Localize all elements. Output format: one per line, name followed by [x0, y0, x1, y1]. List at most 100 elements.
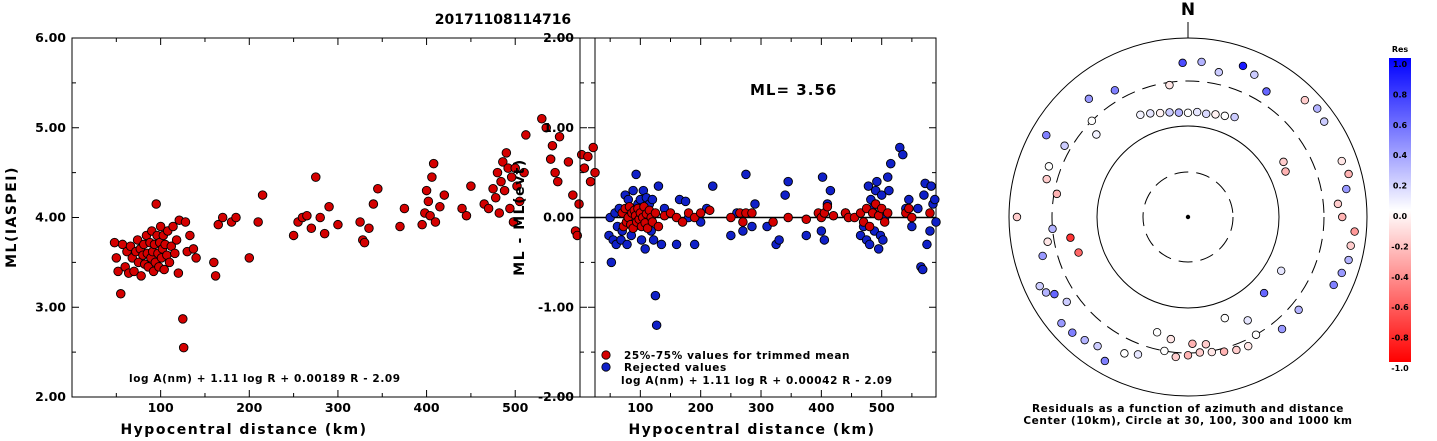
data-point	[873, 244, 884, 254]
data-point	[653, 181, 664, 191]
x-axis-ticks: 100 200 300 400 500	[609, 38, 913, 415]
data-point	[457, 203, 467, 214]
data-point	[816, 226, 827, 236]
data-point	[399, 203, 410, 214]
station-point	[1171, 352, 1180, 362]
station-point	[1337, 156, 1346, 166]
data-point	[585, 176, 596, 187]
data-point	[631, 169, 641, 180]
y-tick-label: 2.00	[35, 389, 66, 404]
data-point	[579, 163, 590, 173]
station-point	[1136, 110, 1145, 120]
x-axis-label: Hypocentral distance (km)	[120, 422, 367, 438]
station-point	[1344, 255, 1353, 265]
data-point	[178, 314, 188, 324]
data-point	[550, 167, 560, 178]
x-tick-label: 100	[148, 400, 174, 415]
colorbar-tick-label: -0.8	[1391, 334, 1409, 343]
data-point	[168, 221, 178, 232]
data-point	[302, 210, 312, 221]
station-point	[1350, 227, 1359, 236]
data-point	[545, 154, 556, 164]
data-point	[898, 149, 908, 160]
data-point	[129, 266, 139, 277]
legend-marker-trimmed	[601, 350, 611, 360]
station-point	[1281, 167, 1290, 176]
y-tick-label: 2.00	[543, 30, 574, 45]
station-point	[1333, 199, 1343, 209]
x-tick-label: 400	[414, 400, 440, 415]
data-point	[738, 226, 748, 236]
data-point	[650, 208, 661, 218]
data-point	[822, 201, 833, 212]
center-dot	[1185, 214, 1191, 220]
y-axis-label: ML(IASPEI)	[4, 166, 20, 268]
data-point	[359, 237, 370, 248]
data-point	[188, 244, 199, 254]
x-tick-label: 300	[748, 400, 774, 415]
data-point	[904, 194, 914, 205]
station-point	[1319, 117, 1329, 126]
data-point	[512, 181, 522, 191]
data-point	[425, 210, 435, 221]
station-point	[1262, 87, 1271, 96]
data-point	[521, 130, 531, 140]
station-point	[1342, 184, 1351, 194]
station-point	[1338, 212, 1347, 222]
data-point	[519, 167, 529, 178]
station-point	[1346, 241, 1355, 250]
data-points	[109, 114, 600, 353]
station-point	[1057, 319, 1066, 328]
ring-30km	[1142, 171, 1234, 263]
station-point	[1178, 58, 1187, 68]
data-point	[590, 167, 600, 178]
station-point	[1313, 104, 1322, 113]
data-point	[488, 184, 498, 194]
data-point	[825, 185, 836, 196]
y-tick-label: -2.00	[538, 389, 574, 404]
caption-line2: Center (10km), Circle at 30, 100, 300 an…	[1023, 415, 1352, 427]
data-point	[430, 217, 441, 227]
colorbar-tick-label: -0.4	[1391, 273, 1409, 282]
magnitude-vs-distance-plot: 2.00 3.00 4.00 5.00 6.00 100 200 300 400 500 log…	[4, 30, 600, 438]
data-point	[707, 181, 718, 191]
station-point	[1084, 94, 1094, 104]
data-point	[885, 158, 896, 169]
formula-text: log A(nm) + 1.11 log R + 0.00189 R - 2.0…	[129, 373, 401, 385]
data-point	[801, 214, 812, 225]
data-point	[925, 226, 935, 236]
data-point	[680, 196, 691, 207]
data-point	[319, 228, 330, 239]
data-point	[505, 203, 515, 214]
data-point	[750, 199, 760, 209]
station-point	[1232, 345, 1241, 355]
data-point	[185, 230, 195, 241]
legend-label-rejected: Rejected values	[624, 362, 727, 374]
data-point	[783, 176, 793, 187]
data-point	[510, 163, 520, 173]
data-point	[931, 217, 941, 227]
event-title: 20171108114716	[435, 12, 571, 28]
data-point	[907, 212, 917, 223]
station-point	[1243, 316, 1252, 325]
data-point	[653, 221, 664, 232]
station-point	[1062, 297, 1071, 307]
station-point	[1277, 324, 1287, 334]
data-point	[882, 208, 893, 218]
colorbar-tick-label: -1.0	[1391, 364, 1409, 373]
station-point	[1060, 141, 1069, 150]
data-point	[496, 176, 506, 187]
station-point	[1207, 347, 1217, 357]
data-point	[231, 212, 241, 223]
station-point	[1230, 112, 1239, 122]
data-point	[288, 230, 299, 241]
data-point	[695, 208, 706, 218]
station-point	[1279, 157, 1288, 167]
data-point	[151, 199, 161, 209]
data-point	[917, 264, 928, 275]
station-point	[1197, 57, 1206, 67]
y-axis-ticks: -2.00 -1.00 0.00 1.00 2.00	[538, 30, 936, 404]
x-tick-label: 300	[325, 400, 351, 415]
data-point	[828, 210, 839, 221]
